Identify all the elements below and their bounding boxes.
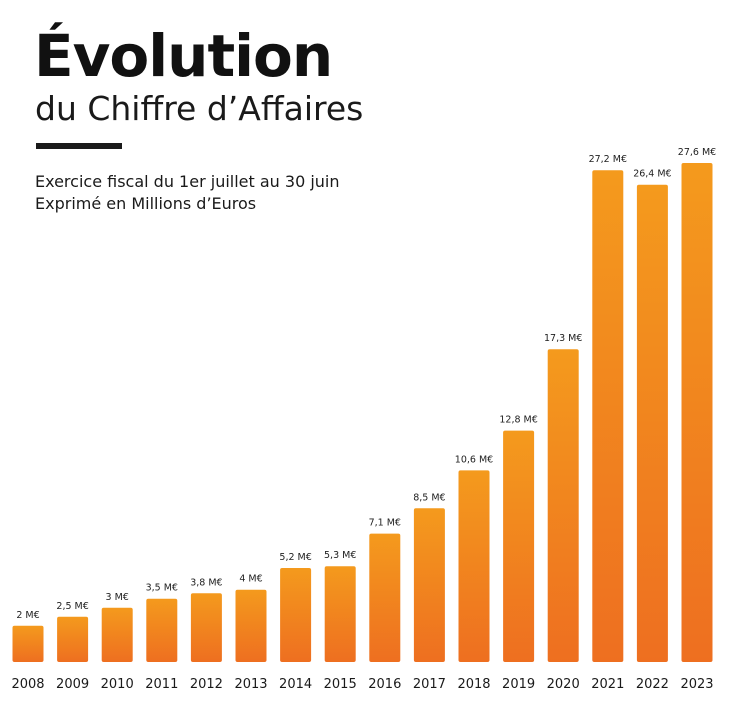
x-tick-2011: 2011 xyxy=(145,677,178,692)
value-label-2021: 27,2 M€ xyxy=(589,154,627,165)
bar-2017 xyxy=(413,508,445,662)
x-tick-2018: 2018 xyxy=(457,677,490,692)
x-tick-2020: 2020 xyxy=(547,677,580,692)
x-tick-2022: 2022 xyxy=(636,677,669,692)
x-tick-2023: 2023 xyxy=(680,677,713,692)
x-tick-2014: 2014 xyxy=(279,677,312,692)
value-label-2008: 2 M€ xyxy=(16,610,39,621)
bar-2018 xyxy=(458,470,490,662)
chart-notes: Exercice fiscal du 1er juillet au 30 jui… xyxy=(35,171,340,215)
bar-2021 xyxy=(592,170,624,662)
x-tick-2019: 2019 xyxy=(502,677,535,692)
bar-2012 xyxy=(190,593,222,662)
value-label-2014: 5,2 M€ xyxy=(279,552,311,563)
bar-2023 xyxy=(681,163,713,662)
x-tick-2013: 2013 xyxy=(234,677,267,692)
x-tick-2017: 2017 xyxy=(413,677,446,692)
value-label-2016: 7,1 M€ xyxy=(369,518,401,529)
bar-2010 xyxy=(101,607,133,662)
bar-2019 xyxy=(503,430,535,662)
value-label-2010: 3 M€ xyxy=(106,592,129,603)
value-label-2017: 8,5 M€ xyxy=(413,492,445,503)
note-unit: Exprimé en Millions d’Euros xyxy=(35,194,257,213)
value-label-2009: 2,5 M€ xyxy=(56,601,88,612)
bar-2008 xyxy=(12,625,44,662)
x-tick-2009: 2009 xyxy=(56,677,89,692)
bar-2016 xyxy=(369,533,401,662)
value-label-2011: 3,5 M€ xyxy=(146,583,178,594)
value-label-2019: 12,8 M€ xyxy=(499,415,537,426)
value-label-2015: 5,3 M€ xyxy=(324,550,356,561)
value-label-2020: 17,3 M€ xyxy=(544,333,582,344)
bar-2011 xyxy=(146,598,178,662)
bar-2013 xyxy=(235,589,267,662)
value-label-2023: 27,6 M€ xyxy=(678,147,716,158)
x-tick-2016: 2016 xyxy=(368,677,401,692)
note-fiscal-year: Exercice fiscal du 1er juillet au 30 jui… xyxy=(35,172,340,191)
chart-subtitle: du Chiffre d’Affaires xyxy=(35,89,364,128)
chart-title: Évolution xyxy=(34,22,333,90)
value-label-2013: 4 M€ xyxy=(239,574,262,585)
x-tick-2015: 2015 xyxy=(324,677,357,692)
x-tick-2010: 2010 xyxy=(101,677,134,692)
x-tick-2021: 2021 xyxy=(591,677,624,692)
bar-2014 xyxy=(280,568,312,662)
bar-2015 xyxy=(324,566,356,662)
title-divider xyxy=(36,143,122,149)
x-tick-2008: 2008 xyxy=(11,677,44,692)
value-label-2018: 10,6 M€ xyxy=(455,454,493,465)
x-axis-ticks: 2008 2009 2010 2011 2012 2013 2014 2015 2016 2017… xyxy=(11,677,713,692)
bar-2009 xyxy=(57,616,89,662)
bars-group xyxy=(12,163,713,662)
value-label-2012: 3,8 M€ xyxy=(190,577,222,588)
value-labels-group: 2 M€ 2,5 M€ 3 M€ 3,5 M€ 3,8 M€ 4 M€ 5,2 M€ 5,3 … xyxy=(16,147,716,621)
value-label-2022: 26,4 M€ xyxy=(633,169,671,180)
bar-2022 xyxy=(636,184,668,662)
x-tick-2012: 2012 xyxy=(190,677,223,692)
bar-2020 xyxy=(547,349,579,662)
